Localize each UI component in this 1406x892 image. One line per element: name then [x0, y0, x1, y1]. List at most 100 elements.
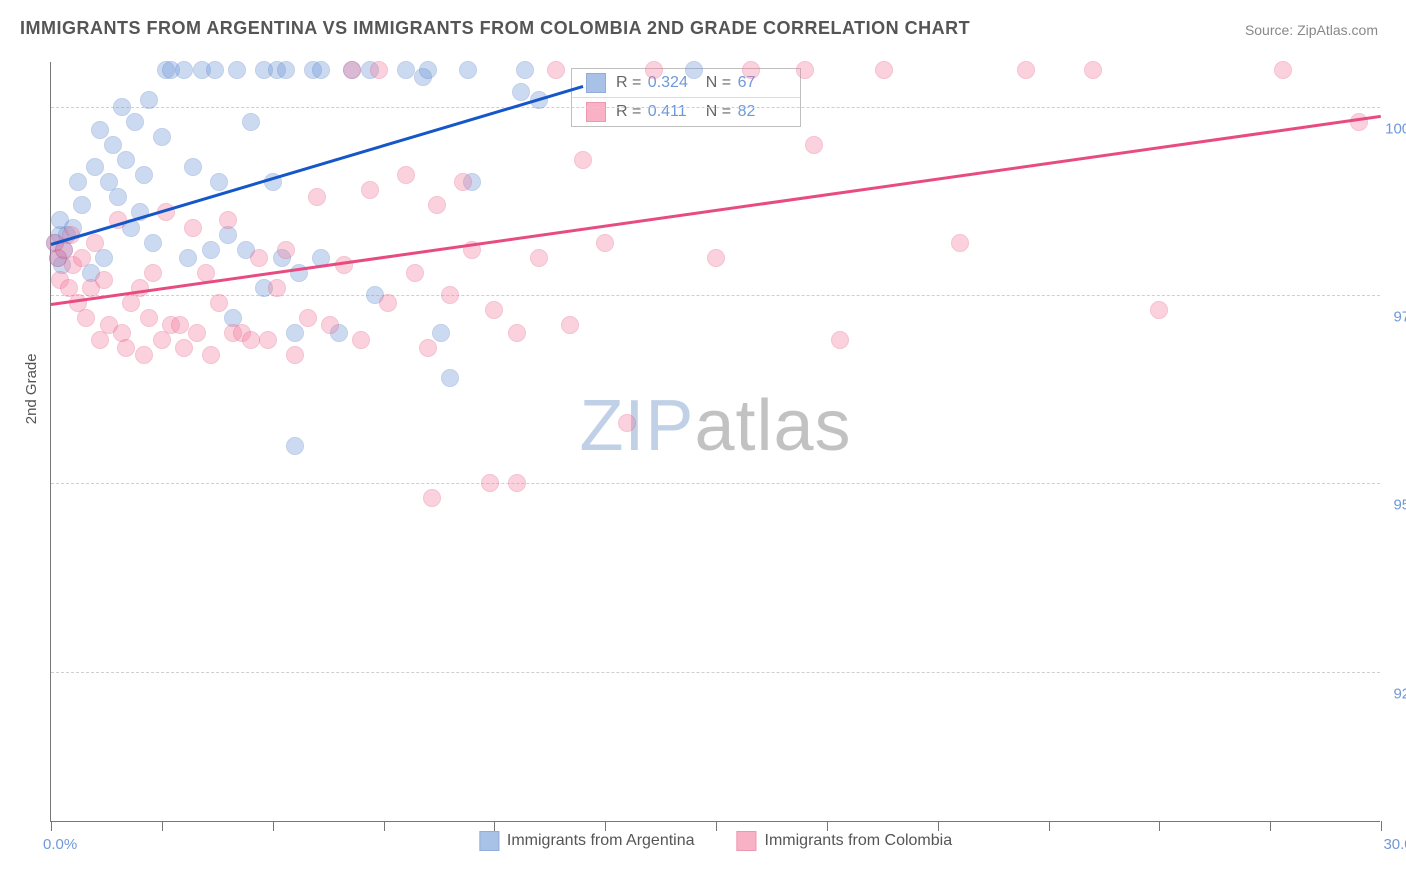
data-point	[419, 339, 437, 357]
gridline-h	[51, 107, 1380, 108]
data-point	[175, 339, 193, 357]
data-point	[370, 61, 388, 79]
swatch-series-1	[586, 102, 606, 122]
data-point	[423, 489, 441, 507]
regression-line	[51, 115, 1381, 306]
data-point	[210, 294, 228, 312]
x-tick	[384, 821, 385, 831]
legend-item-1: Immigrants from Colombia	[737, 831, 953, 851]
data-point	[406, 264, 424, 282]
data-point	[618, 414, 636, 432]
data-point	[441, 369, 459, 387]
plot-area: 2nd Grade ZIPatlas 0.0% 30.0% R = 0.324 …	[50, 62, 1380, 822]
data-point	[171, 316, 189, 334]
stat-n-value-1: 82	[738, 103, 786, 121]
x-tick	[1381, 821, 1382, 831]
data-point	[153, 128, 171, 146]
data-point	[197, 264, 215, 282]
watermark-atlas: atlas	[694, 386, 851, 466]
data-point	[361, 181, 379, 199]
data-point	[104, 136, 122, 154]
data-point	[268, 279, 286, 297]
chart-title: IMMIGRANTS FROM ARGENTINA VS IMMIGRANTS …	[20, 18, 970, 39]
data-point	[184, 219, 202, 237]
data-point	[645, 61, 663, 79]
data-point	[140, 309, 158, 327]
data-point	[805, 136, 823, 154]
chart-container: IMMIGRANTS FROM ARGENTINA VS IMMIGRANTS …	[0, 0, 1406, 892]
data-point	[516, 61, 534, 79]
swatch-series-0	[586, 73, 606, 93]
stat-r-label: R =	[616, 103, 641, 120]
data-point	[202, 241, 220, 259]
data-point	[184, 158, 202, 176]
x-axis-label-min: 0.0%	[43, 836, 77, 853]
data-point	[441, 286, 459, 304]
data-point	[250, 249, 268, 267]
data-point	[321, 316, 339, 334]
x-tick	[1270, 821, 1271, 831]
data-point	[86, 158, 104, 176]
data-point	[459, 61, 477, 79]
data-point	[707, 249, 725, 267]
x-tick	[162, 821, 163, 831]
data-point	[113, 98, 131, 116]
data-point	[219, 211, 237, 229]
data-point	[91, 121, 109, 139]
data-point	[574, 151, 592, 169]
x-tick	[938, 821, 939, 831]
data-point	[432, 324, 450, 342]
data-point	[95, 271, 113, 289]
source-attribution: Source: ZipAtlas.com	[1245, 22, 1378, 38]
data-point	[485, 301, 503, 319]
legend-swatch-1	[737, 831, 757, 851]
data-point	[188, 324, 206, 342]
data-point	[343, 61, 361, 79]
data-point	[379, 294, 397, 312]
data-point	[352, 331, 370, 349]
data-point	[86, 234, 104, 252]
data-point	[242, 113, 260, 131]
data-point	[508, 324, 526, 342]
y-axis-label: 95.0%	[1382, 497, 1406, 514]
data-point	[179, 249, 197, 267]
data-point	[206, 61, 224, 79]
data-point	[117, 151, 135, 169]
data-point	[1084, 61, 1102, 79]
gridline-h	[51, 483, 1380, 484]
y-axis-label: 97.5%	[1382, 309, 1406, 326]
data-point	[1350, 113, 1368, 131]
data-point	[95, 249, 113, 267]
gridline-h	[51, 672, 1380, 673]
data-point	[140, 91, 158, 109]
data-point	[286, 437, 304, 455]
data-point	[286, 324, 304, 342]
data-point	[428, 196, 446, 214]
data-point	[742, 61, 760, 79]
data-point	[277, 61, 295, 79]
x-tick	[716, 821, 717, 831]
data-point	[69, 173, 87, 191]
data-point	[299, 309, 317, 327]
data-point	[144, 264, 162, 282]
y-axis-label: 100.0%	[1382, 121, 1406, 138]
data-point	[175, 61, 193, 79]
stats-row-series-1: R = 0.411 N = 82	[572, 97, 800, 126]
data-point	[73, 196, 91, 214]
legend-item-0: Immigrants from Argentina	[479, 831, 695, 851]
legend-label-0: Immigrants from Argentina	[507, 832, 695, 850]
data-point	[73, 249, 91, 267]
data-point	[109, 188, 127, 206]
data-point	[312, 61, 330, 79]
data-point	[397, 61, 415, 79]
data-point	[1150, 301, 1168, 319]
data-point	[135, 346, 153, 364]
y-axis-label: 92.5%	[1382, 685, 1406, 702]
data-point	[397, 166, 415, 184]
stat-r-label: R =	[616, 74, 641, 91]
data-point	[277, 241, 295, 259]
data-point	[228, 61, 246, 79]
data-point	[419, 61, 437, 79]
stat-r-value-1: 0.411	[648, 103, 696, 121]
data-point	[1017, 61, 1035, 79]
